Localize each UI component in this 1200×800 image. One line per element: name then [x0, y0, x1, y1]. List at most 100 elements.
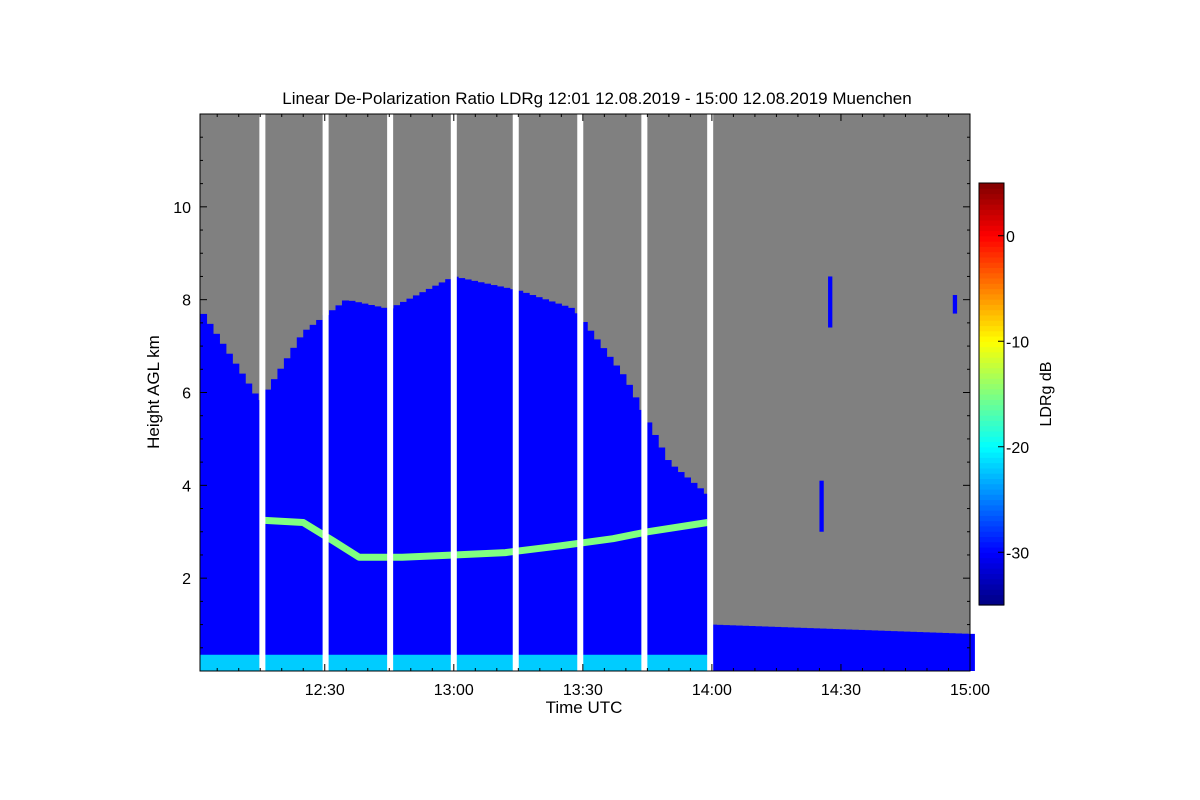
- colorbar-swatch: [979, 225, 1004, 232]
- echo-column: [587, 330, 595, 671]
- data-gap: [387, 114, 394, 671]
- echo-column: [580, 322, 588, 671]
- echo-column: [374, 306, 382, 671]
- echo-column: [806, 628, 814, 671]
- colorbar: 0 -10 -20 -30: [978, 182, 1029, 606]
- echo-column: [290, 347, 298, 671]
- colorbar-swatch: [979, 557, 1004, 564]
- colorbar-swatch: [979, 457, 1004, 464]
- isolated-echo: [819, 480, 824, 532]
- chart-title: Linear De-Polarization Ratio LDRg 12:01 …: [282, 89, 911, 108]
- colorbar-tick-label: -20: [1006, 440, 1029, 457]
- echo-column: [425, 288, 433, 671]
- echo-column: [858, 629, 866, 671]
- echo-column: [735, 625, 743, 671]
- x-tick-label: 14:30: [821, 682, 861, 699]
- echo-column: [787, 627, 795, 671]
- echo-column: [341, 300, 350, 671]
- echo-column: [961, 633, 969, 671]
- colorbar-swatch: [979, 346, 1004, 353]
- echo-column: [845, 629, 853, 671]
- x-tick-label: 13:00: [434, 682, 474, 699]
- echo-column: [967, 633, 975, 671]
- echo-column: [477, 282, 485, 671]
- colorbar-swatch: [979, 583, 1004, 590]
- echo-column: [696, 488, 704, 671]
- echo-column: [270, 379, 279, 671]
- colorbar-swatch: [979, 372, 1004, 379]
- colorbar-swatch: [979, 436, 1004, 443]
- colorbar-swatch: [979, 314, 1004, 321]
- colorbar-swatch: [979, 552, 1004, 559]
- echo-column: [438, 282, 446, 671]
- colorbar-swatch: [979, 267, 1004, 274]
- echo-column: [761, 626, 769, 671]
- echo-column: [651, 434, 659, 671]
- colorbar-swatch: [979, 399, 1004, 406]
- colorbar-swatch: [979, 420, 1004, 427]
- colorbar-swatch: [979, 452, 1004, 458]
- echo-column: [812, 628, 821, 671]
- echo-column: [329, 310, 337, 671]
- colorbar-swatch: [979, 546, 1004, 553]
- colorbar-swatch: [979, 415, 1004, 421]
- colorbar-swatch: [979, 209, 1004, 216]
- echo-column: [877, 630, 885, 671]
- echo-column: [619, 374, 627, 671]
- echo-column: [225, 353, 233, 671]
- colorbar-swatch: [979, 367, 1004, 374]
- isolated-echo: [828, 276, 833, 328]
- colorbar-swatch: [979, 272, 1004, 279]
- echo-column: [625, 384, 633, 671]
- y-tick-label: 10: [173, 200, 191, 217]
- y-axis-label: Height AGL km: [144, 335, 163, 449]
- echo-column: [658, 447, 666, 671]
- echo-column: [412, 295, 420, 671]
- data-gap: [259, 114, 266, 671]
- colorbar-swatch: [979, 525, 1004, 532]
- echo-column: [567, 307, 575, 671]
- colorbar-swatch: [979, 204, 1004, 210]
- colorbar-swatch: [979, 462, 1004, 469]
- colorbar-swatch: [979, 325, 1004, 332]
- echo-column: [554, 303, 562, 671]
- colorbar-swatch: [979, 277, 1004, 284]
- colorbar-swatch: [979, 594, 1004, 601]
- data-gap: [707, 114, 714, 671]
- echo-column: [864, 630, 872, 671]
- colorbar-swatch: [979, 531, 1004, 538]
- echo-column: [458, 278, 466, 671]
- colorbar-swatch: [979, 494, 1004, 501]
- colorbar-swatch: [979, 394, 1004, 400]
- colorbar-swatch: [979, 309, 1004, 316]
- y-tick-label: 2: [182, 571, 191, 588]
- y-tick-label: 4: [182, 478, 191, 495]
- colorbar-swatch: [979, 299, 1004, 305]
- echo-column: [471, 280, 479, 671]
- echo-column: [400, 301, 408, 671]
- isolated-echo: [952, 295, 958, 314]
- echo-column: [929, 632, 937, 671]
- echo-column: [354, 302, 362, 671]
- colorbar-swatch: [979, 599, 1004, 606]
- colorbar-swatch: [979, 183, 1004, 189]
- x-tick-label: 14:00: [692, 682, 732, 699]
- colorbar-swatch: [979, 256, 1004, 263]
- echo-column: [890, 631, 898, 671]
- echo-column: [825, 628, 833, 671]
- echo-column: [522, 292, 530, 671]
- echo-column: [954, 633, 962, 671]
- colorbar-swatch: [979, 441, 1004, 448]
- colorbar-swatch: [979, 573, 1004, 580]
- colorbar-swatch: [979, 578, 1004, 585]
- colorbar-swatch: [979, 362, 1004, 369]
- echo-column: [819, 628, 827, 671]
- echo-column: [464, 279, 472, 671]
- colorbar-swatch: [979, 235, 1004, 242]
- colorbar-swatch: [979, 219, 1004, 226]
- colorbar-swatch: [979, 351, 1004, 358]
- echo-column: [883, 630, 892, 671]
- colorbar-swatch: [979, 335, 1004, 342]
- echo-column: [896, 631, 904, 671]
